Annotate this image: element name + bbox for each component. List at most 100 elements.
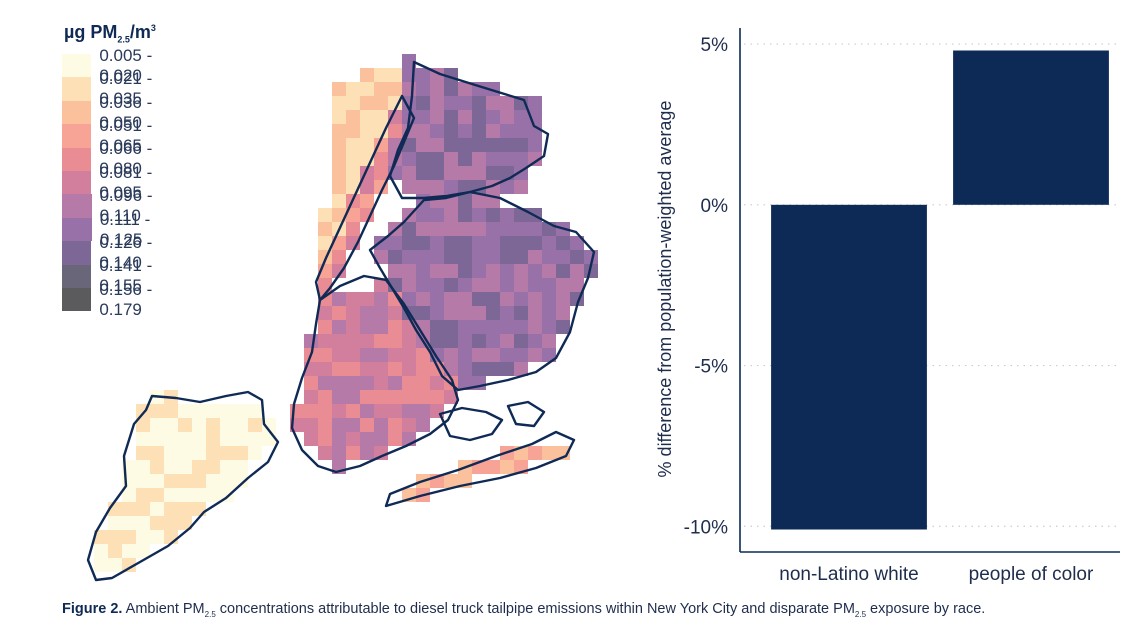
map-cell — [458, 376, 472, 390]
y-tick-label: 0% — [701, 196, 729, 217]
map-cell — [458, 264, 472, 278]
map-cell — [374, 404, 388, 418]
map-cell — [388, 96, 402, 110]
map-cell — [388, 320, 402, 334]
map-cell — [360, 362, 374, 376]
map-cell — [360, 348, 374, 362]
legend-swatch — [62, 217, 92, 242]
map-cell — [528, 152, 542, 166]
map-cell — [458, 236, 472, 250]
map-cell — [528, 348, 542, 362]
map-cell — [514, 152, 528, 166]
concentration-legend: µg PM2.5/m3 0.005 - 0.020 0.021 - 0.035 0.… — [62, 22, 156, 319]
map-cell — [360, 82, 374, 96]
map-cell — [388, 110, 402, 124]
figure-label: Figure 2. — [62, 601, 123, 617]
map-cell — [528, 334, 542, 348]
map-cell — [542, 334, 556, 348]
bar-people-of-color — [953, 50, 1109, 205]
map-cell — [402, 292, 416, 306]
map-cell — [514, 334, 528, 348]
map-cell — [108, 558, 122, 572]
map-cell — [430, 110, 444, 124]
map-cell — [402, 362, 416, 376]
map-cell — [122, 516, 136, 530]
map-cell — [500, 278, 514, 292]
map-cell — [486, 138, 500, 152]
map-cell — [556, 306, 570, 320]
map-cell — [486, 208, 500, 222]
map-cell — [192, 432, 206, 446]
map-cell — [108, 544, 122, 558]
map-cell — [374, 152, 388, 166]
map-cell — [444, 334, 458, 348]
map-cell — [472, 250, 486, 264]
legend-label: 0.156 - 0.179 — [99, 279, 153, 319]
map-cell — [332, 348, 346, 362]
map-cell — [430, 124, 444, 138]
map-cell — [430, 208, 444, 222]
map-cell — [486, 320, 500, 334]
map-cell — [388, 250, 402, 264]
map-cell — [444, 110, 458, 124]
legend-swatch — [62, 171, 92, 195]
map-cell — [178, 474, 192, 488]
map-cell — [150, 488, 164, 502]
map-cell — [318, 306, 332, 320]
map-cell — [444, 292, 458, 306]
map-cell — [122, 530, 136, 544]
map-cell — [444, 306, 458, 320]
map-cell — [234, 474, 248, 488]
map-cell — [514, 278, 528, 292]
map-cell — [178, 502, 192, 516]
map-cell — [416, 96, 430, 110]
map-cell — [332, 208, 346, 222]
map-cell — [388, 334, 402, 348]
map-cell — [402, 236, 416, 250]
map-cell — [136, 446, 150, 460]
map-cell — [374, 250, 388, 264]
map-cell — [374, 334, 388, 348]
map-cell — [458, 278, 472, 292]
map-cell — [430, 180, 444, 194]
brooklyn-outline — [290, 274, 460, 474]
map-cell — [472, 222, 486, 236]
map-cell — [486, 348, 500, 362]
map-cell — [304, 432, 318, 446]
map-cell — [472, 194, 486, 208]
map-cell — [332, 124, 346, 138]
map-cell — [430, 82, 444, 96]
legend-swatch — [62, 288, 92, 312]
map-cell — [528, 222, 542, 236]
legend-swatch — [62, 100, 92, 125]
map-cell — [458, 222, 472, 236]
map-cell — [458, 320, 472, 334]
map-cell — [360, 138, 374, 152]
map-cell — [416, 180, 430, 194]
map-cell — [374, 292, 388, 306]
legend-item: 0.021 - 0.035 — [62, 69, 161, 108]
map-cell — [472, 236, 486, 250]
map-cell — [346, 404, 360, 418]
legend-item: 0.156 - 0.179 — [62, 280, 161, 319]
map-cell — [346, 96, 360, 110]
y-tick-label: -10% — [684, 517, 728, 538]
legend-swatch — [62, 54, 92, 78]
legend-item: 0.111 - 0.125 — [62, 210, 161, 249]
map-cell — [458, 362, 472, 376]
map-cell — [528, 96, 542, 110]
map-cell — [248, 432, 262, 446]
map-cell — [374, 96, 388, 110]
map-cell — [318, 446, 332, 460]
map-cell — [570, 236, 584, 250]
legend-label: 0.096 - 0.110 — [99, 186, 153, 226]
map-cell — [542, 292, 556, 306]
map-cell — [472, 362, 486, 376]
map-cell — [150, 432, 164, 446]
map-cell — [164, 474, 178, 488]
map-cell — [206, 404, 220, 418]
map-cell — [304, 390, 318, 404]
map-cell — [458, 348, 472, 362]
map-cell — [220, 418, 234, 432]
legend-label: 0.081 - 0.095 — [99, 162, 153, 202]
